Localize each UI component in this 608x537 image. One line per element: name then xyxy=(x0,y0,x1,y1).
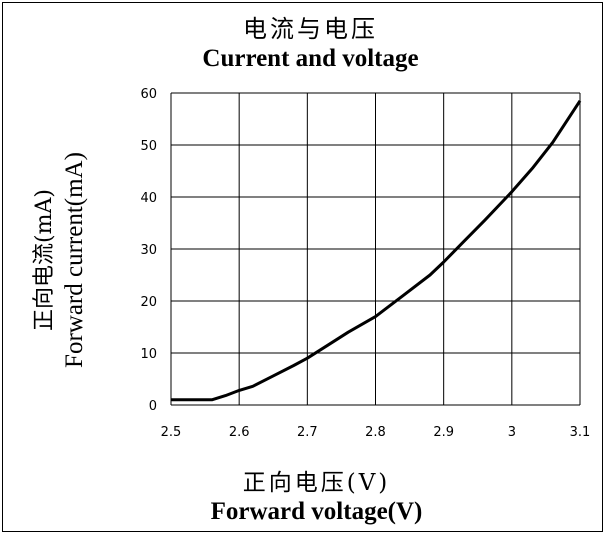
y-tick-label: 20 xyxy=(140,295,157,310)
y-tick-label: 0 xyxy=(149,399,157,414)
chart-title-cn: 电流与电压 xyxy=(243,15,378,43)
y-tick-label: 10 xyxy=(140,347,157,362)
y-tick-label: 50 xyxy=(140,139,157,154)
y-tick-label: 60 xyxy=(140,87,157,102)
x-tick-label: 2.9 xyxy=(433,425,454,440)
series-line xyxy=(171,99,582,402)
x-tick-label: 3.1 xyxy=(570,425,591,440)
chart-frame: 电流与电压 Current and voltage 正向电压(V) Forwar… xyxy=(2,2,603,532)
x-tick-label: 3 xyxy=(508,425,516,440)
x-tick-label: 2.8 xyxy=(365,425,386,440)
x-axis-label-cn: 正向电压(V) xyxy=(242,470,391,496)
y-tick-label: 30 xyxy=(140,243,157,258)
x-tick-label: 2.7 xyxy=(297,425,318,440)
chart-title-en: Current and voltage xyxy=(202,45,419,72)
x-tick-label: 2.5 xyxy=(161,425,182,440)
x-tick-label: 2.6 xyxy=(229,425,250,440)
y-tick-label: 40 xyxy=(140,191,157,206)
x-axis-label-en: Forward voltage(V) xyxy=(210,498,423,525)
